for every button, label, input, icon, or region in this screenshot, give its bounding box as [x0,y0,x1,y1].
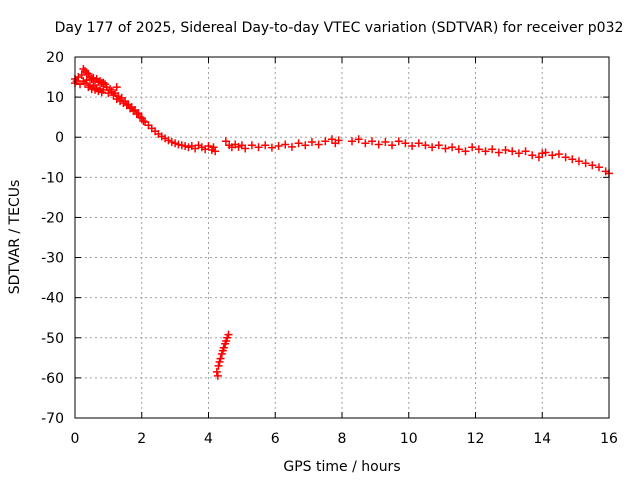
data-point [414,139,423,148]
data-point [99,78,108,87]
data-point [421,141,430,150]
data-point [209,143,218,152]
data-points [71,65,613,380]
data-point [216,354,225,363]
y-tick-label: -70 [41,411,64,427]
y-tick-label: -40 [41,291,64,307]
x-tick-label: 4 [204,431,213,447]
data-point [388,141,397,150]
data-point [554,150,563,159]
data-point [219,343,228,352]
data-point [541,148,550,157]
data-point [401,139,410,148]
y-tick-label: 0 [55,130,64,146]
data-point [212,367,221,376]
data-point [274,142,283,151]
data-point [461,147,470,156]
data-point [568,155,577,164]
data-point [221,137,230,146]
x-axis-label: GPS time / hours [283,459,400,475]
data-point [287,142,296,151]
data-point [441,144,450,153]
data-point [501,146,510,155]
x-tick-label: 8 [338,431,347,447]
y-tick-label: -30 [41,251,64,267]
data-point [428,143,437,152]
data-point [307,138,316,147]
data-point [136,113,145,122]
data-point [454,145,463,154]
data-point [494,148,503,157]
x-tick-label: 12 [467,431,485,447]
data-point [261,141,270,150]
data-point [348,137,357,146]
data-point [241,144,250,153]
data-point [588,161,597,170]
data-point [581,159,590,168]
data-point [301,141,310,150]
data-point [521,147,530,156]
x-tick-label: 14 [533,431,551,447]
data-point [594,163,603,172]
data-point [314,140,323,149]
y-tick-label: -60 [41,371,64,387]
data-point [112,83,121,92]
x-tick-label: 0 [71,431,80,447]
data-point [267,143,276,152]
data-point [528,151,537,160]
data-point [434,141,443,150]
data-point [361,139,370,148]
x-tick-label: 6 [271,431,280,447]
data-point [448,143,457,152]
data-point [134,109,143,118]
data-point [548,151,557,160]
data-point [139,117,148,126]
y-axis-label: SDTVAR / TECUs [7,180,23,295]
data-point [394,137,403,146]
data-point [474,145,483,154]
y-tick-label: 10 [46,90,64,106]
data-point [481,147,490,156]
data-point [334,136,343,145]
grid [75,57,609,418]
data-point [321,137,330,146]
data-point [204,142,213,151]
y-tick-label: 20 [46,50,64,66]
data-point [327,135,336,144]
data-point [224,330,233,339]
data-point [561,153,570,162]
y-tick-label: -10 [41,170,64,186]
data-point [281,140,290,149]
data-point [574,157,583,166]
data-point [534,153,543,162]
data-point [77,71,86,80]
data-point [488,145,497,154]
data-point [508,147,517,156]
data-point [368,137,377,146]
data-point [82,69,91,78]
axis-ticks: 0 2 4 6 8 10 12 14 16 20 10 0 -10 -20 -30 -40 -50 -60 -70 [41,50,618,447]
data-point [468,143,477,152]
data-point [374,140,383,149]
data-point [294,139,303,148]
data-point [381,138,390,147]
data-point [514,149,523,158]
data-point [247,141,256,150]
x-tick-label: 16 [600,431,618,447]
data-point [211,147,220,156]
y-tick-label: -50 [41,331,64,347]
data-point [408,142,417,151]
chart-title: Day 177 of 2025, Sidereal Day-to-day VTE… [55,20,624,36]
x-tick-label: 2 [137,431,146,447]
data-point [354,135,363,144]
x-tick-label: 10 [400,431,418,447]
data-point [214,361,223,370]
y-tick-label: -20 [41,210,64,226]
data-point [213,371,222,380]
data-point [254,143,263,152]
